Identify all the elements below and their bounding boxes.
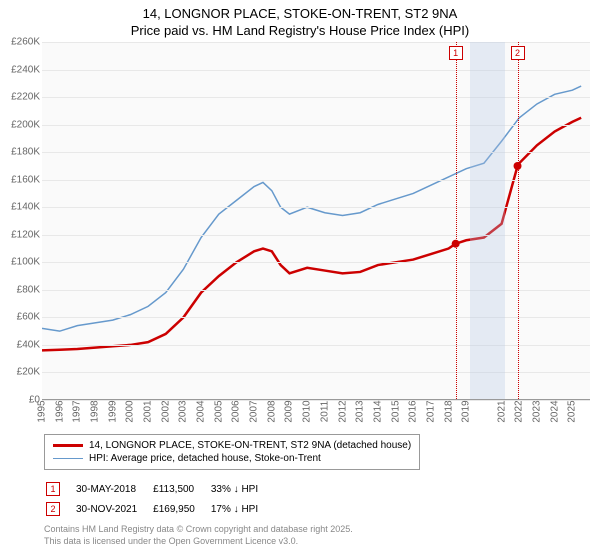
title-line-2: Price paid vs. HM Land Registry's House … bbox=[0, 23, 600, 40]
x-tick-label: 1995 bbox=[37, 400, 48, 422]
x-tick-label: 2019 bbox=[461, 400, 472, 422]
marker-line bbox=[456, 42, 457, 399]
x-tick-label: 2016 bbox=[408, 400, 419, 422]
x-tick-label: 2003 bbox=[178, 400, 189, 422]
gridline bbox=[42, 97, 590, 98]
plot-region: £0£20K£40K£60K£80K£100K£120K£140K£160K£1… bbox=[42, 42, 590, 400]
x-tick-label: 2022 bbox=[514, 400, 525, 422]
marker-box-icon: 2 bbox=[46, 502, 60, 516]
y-tick-label: £160K bbox=[0, 174, 40, 185]
x-tick-label: 2006 bbox=[231, 400, 242, 422]
gridline bbox=[42, 152, 590, 153]
y-tick-label: £0 bbox=[0, 395, 40, 406]
x-tick-label: 2005 bbox=[213, 400, 224, 422]
x-tick-label: 2009 bbox=[284, 400, 295, 422]
x-tick-label: 2000 bbox=[125, 400, 136, 422]
gridline bbox=[42, 290, 590, 291]
legend-label: 14, LONGNOR PLACE, STOKE-ON-TRENT, ST2 9… bbox=[89, 440, 411, 451]
x-tick-label: 2002 bbox=[160, 400, 171, 422]
legend-swatch bbox=[53, 444, 83, 447]
legend-row: 14, LONGNOR PLACE, STOKE-ON-TRENT, ST2 9… bbox=[53, 439, 411, 452]
x-tick-label: 2014 bbox=[372, 400, 383, 422]
y-tick-label: £140K bbox=[0, 202, 40, 213]
x-tick-label: 2007 bbox=[249, 400, 260, 422]
gridline bbox=[42, 345, 590, 346]
x-tick-label: 2017 bbox=[425, 400, 436, 422]
marker-line bbox=[518, 42, 519, 399]
x-tick-label: 2008 bbox=[266, 400, 277, 422]
x-tick-label: 2018 bbox=[443, 400, 454, 422]
gridline bbox=[42, 180, 590, 181]
x-tick-label: 2013 bbox=[355, 400, 366, 422]
marker-box-icon: 1 bbox=[46, 482, 60, 496]
marker-label: 2 bbox=[511, 46, 525, 60]
marker-date: 30-NOV-2021 bbox=[76, 500, 151, 518]
gridline bbox=[42, 235, 590, 236]
y-tick-label: £80K bbox=[0, 284, 40, 295]
x-tick-label: 1996 bbox=[54, 400, 65, 422]
x-tick-label: 2012 bbox=[337, 400, 348, 422]
x-tick-label: 2025 bbox=[567, 400, 578, 422]
y-tick-label: £120K bbox=[0, 229, 40, 240]
footer-line-1: Contains HM Land Registry data © Crown c… bbox=[44, 524, 353, 536]
y-tick-label: £60K bbox=[0, 312, 40, 323]
gridline bbox=[42, 372, 590, 373]
marker-row: 1 30-MAY-2018£113,50033% ↓ HPI bbox=[46, 480, 272, 498]
marker-price: £169,950 bbox=[153, 500, 209, 518]
x-tick-label: 2010 bbox=[302, 400, 313, 422]
footer-line-2: This data is licensed under the Open Gov… bbox=[44, 536, 353, 548]
x-tick-label: 2023 bbox=[531, 400, 542, 422]
legend-label: HPI: Average price, detached house, Stok… bbox=[89, 453, 321, 464]
x-tick-label: 2021 bbox=[496, 400, 507, 422]
marker-diff: 17% ↓ HPI bbox=[211, 500, 272, 518]
y-tick-label: £260K bbox=[0, 37, 40, 48]
x-tick-label: 1997 bbox=[72, 400, 83, 422]
gridline bbox=[42, 317, 590, 318]
y-tick-label: £220K bbox=[0, 92, 40, 103]
chart-area: £0£20K£40K£60K£80K£100K£120K£140K£160K£1… bbox=[42, 42, 590, 420]
marker-date: 30-MAY-2018 bbox=[76, 480, 151, 498]
marker-label: 1 bbox=[449, 46, 463, 60]
x-tick-label: 1998 bbox=[90, 400, 101, 422]
y-tick-label: £240K bbox=[0, 64, 40, 75]
chart-title: 14, LONGNOR PLACE, STOKE-ON-TRENT, ST2 9… bbox=[0, 0, 600, 40]
x-tick-label: 2024 bbox=[549, 400, 560, 422]
interval-band bbox=[470, 42, 505, 399]
line-svg bbox=[42, 42, 590, 400]
gridline bbox=[42, 262, 590, 263]
y-tick-label: £100K bbox=[0, 257, 40, 268]
y-tick-label: £40K bbox=[0, 339, 40, 350]
legend: 14, LONGNOR PLACE, STOKE-ON-TRENT, ST2 9… bbox=[44, 434, 420, 470]
y-tick-label: £200K bbox=[0, 119, 40, 130]
y-tick-label: £180K bbox=[0, 147, 40, 158]
y-tick-label: £20K bbox=[0, 367, 40, 378]
gridline bbox=[42, 207, 590, 208]
x-tick-label: 2001 bbox=[143, 400, 154, 422]
footer-attribution: Contains HM Land Registry data © Crown c… bbox=[44, 524, 353, 547]
x-tick-label: 2011 bbox=[319, 401, 330, 423]
gridline bbox=[42, 125, 590, 126]
gridline bbox=[42, 42, 590, 43]
marker-row: 2 30-NOV-2021£169,95017% ↓ HPI bbox=[46, 500, 272, 518]
title-line-1: 14, LONGNOR PLACE, STOKE-ON-TRENT, ST2 9… bbox=[0, 6, 600, 23]
marker-price: £113,500 bbox=[153, 480, 209, 498]
markers-table: 1 30-MAY-2018£113,50033% ↓ HPI 2 30-NOV-202… bbox=[44, 478, 274, 520]
x-tick-label: 2004 bbox=[196, 400, 207, 422]
gridline bbox=[42, 70, 590, 71]
legend-swatch bbox=[53, 458, 83, 460]
marker-diff: 33% ↓ HPI bbox=[211, 480, 272, 498]
x-tick-label: 1999 bbox=[107, 400, 118, 422]
x-tick-label: 2015 bbox=[390, 400, 401, 422]
legend-row: HPI: Average price, detached house, Stok… bbox=[53, 452, 411, 465]
